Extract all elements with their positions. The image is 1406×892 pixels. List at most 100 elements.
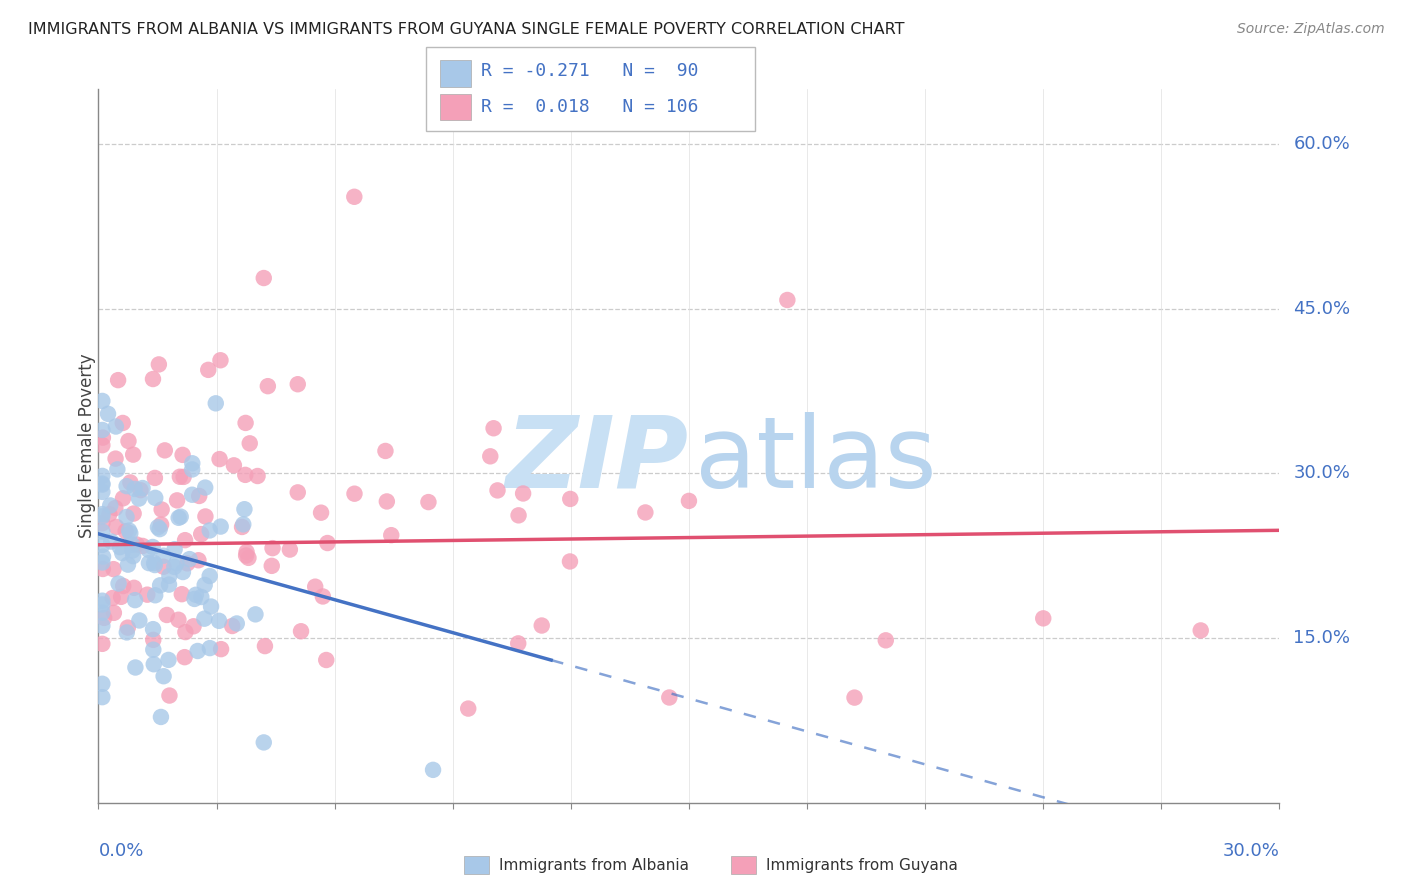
Text: 15.0%: 15.0% [1294, 629, 1350, 647]
Point [128, 491, 150, 506]
Point [172, 448, 194, 462]
Text: 60.0%: 60.0% [1294, 135, 1350, 153]
Point [183, 619, 205, 633]
Point [91, 538, 114, 552]
Point [143, 588, 166, 602]
Point [181, 462, 204, 476]
Point [91, 524, 114, 539]
Point [103, 606, 125, 620]
Point [98, 499, 121, 513]
Point [163, 542, 186, 557]
Point [174, 625, 197, 640]
Point [91, 606, 114, 620]
Point [174, 533, 197, 548]
Point [149, 522, 172, 536]
Point [1189, 624, 1212, 638]
Point [209, 519, 232, 533]
Text: R = -0.271   N =  90: R = -0.271 N = 90 [481, 62, 699, 80]
Point [111, 416, 134, 430]
Point [157, 653, 180, 667]
Text: 45.0%: 45.0% [1294, 300, 1351, 318]
Point [115, 625, 138, 640]
Point [221, 619, 243, 633]
Point [375, 494, 398, 508]
Point [208, 614, 231, 628]
Point [173, 470, 195, 484]
Point [98, 507, 121, 521]
Point [108, 540, 131, 554]
Point [146, 520, 169, 534]
Text: Source: ZipAtlas.com: Source: ZipAtlas.com [1237, 22, 1385, 37]
Point [634, 505, 657, 519]
Point [156, 607, 179, 622]
Point [142, 540, 165, 554]
Point [129, 483, 152, 498]
Point [209, 642, 232, 657]
Text: 0.0%: 0.0% [98, 842, 143, 860]
Point [91, 516, 114, 531]
Point [91, 637, 114, 651]
Point [128, 614, 150, 628]
Point [91, 549, 114, 564]
Point [204, 396, 226, 410]
Point [193, 612, 215, 626]
Point [183, 591, 205, 606]
Point [530, 618, 553, 632]
Point [256, 379, 278, 393]
Point [235, 549, 257, 563]
Point [170, 587, 193, 601]
Point [208, 452, 231, 467]
Point [187, 553, 209, 567]
Point [678, 494, 700, 508]
Point [165, 556, 187, 570]
Point [122, 448, 145, 462]
Text: IMMIGRANTS FROM ALBANIA VS IMMIGRANTS FROM GUYANA SINGLE FEMALE POVERTY CORRELAT: IMMIGRANTS FROM ALBANIA VS IMMIGRANTS FR… [28, 22, 904, 37]
Point [93, 611, 115, 625]
Point [118, 524, 141, 538]
Point [122, 581, 145, 595]
Point [91, 469, 114, 483]
Point [418, 495, 440, 509]
Point [115, 479, 138, 493]
Point [104, 451, 127, 466]
Point [120, 526, 142, 541]
Text: 30.0%: 30.0% [1294, 465, 1350, 483]
Point [159, 689, 181, 703]
Point [167, 613, 190, 627]
Point [91, 477, 114, 491]
Point [91, 393, 114, 408]
Point [131, 481, 153, 495]
Point [190, 590, 212, 604]
Point [316, 536, 339, 550]
Text: Immigrants from Albania: Immigrants from Albania [499, 858, 689, 872]
Point [512, 486, 534, 500]
Point [198, 569, 221, 583]
Point [558, 554, 581, 568]
Point [97, 407, 120, 421]
Text: Immigrants from Guyana: Immigrants from Guyana [766, 858, 957, 872]
Point [181, 488, 204, 502]
Point [253, 271, 276, 285]
Point [176, 557, 198, 571]
Point [287, 485, 309, 500]
Point [225, 616, 247, 631]
Point [142, 632, 165, 647]
Point [117, 558, 139, 572]
Point [235, 545, 257, 559]
Point [508, 636, 530, 650]
Point [117, 621, 139, 635]
Point [122, 507, 145, 521]
Point [149, 578, 172, 592]
Point [184, 588, 207, 602]
Point [253, 735, 276, 749]
Point [148, 358, 170, 372]
Point [91, 619, 114, 633]
Point [170, 509, 193, 524]
Point [233, 467, 256, 482]
Point [152, 669, 174, 683]
Point [374, 444, 396, 458]
Point [188, 489, 211, 503]
Point [479, 450, 502, 464]
Point [198, 524, 221, 538]
Point [157, 577, 180, 591]
